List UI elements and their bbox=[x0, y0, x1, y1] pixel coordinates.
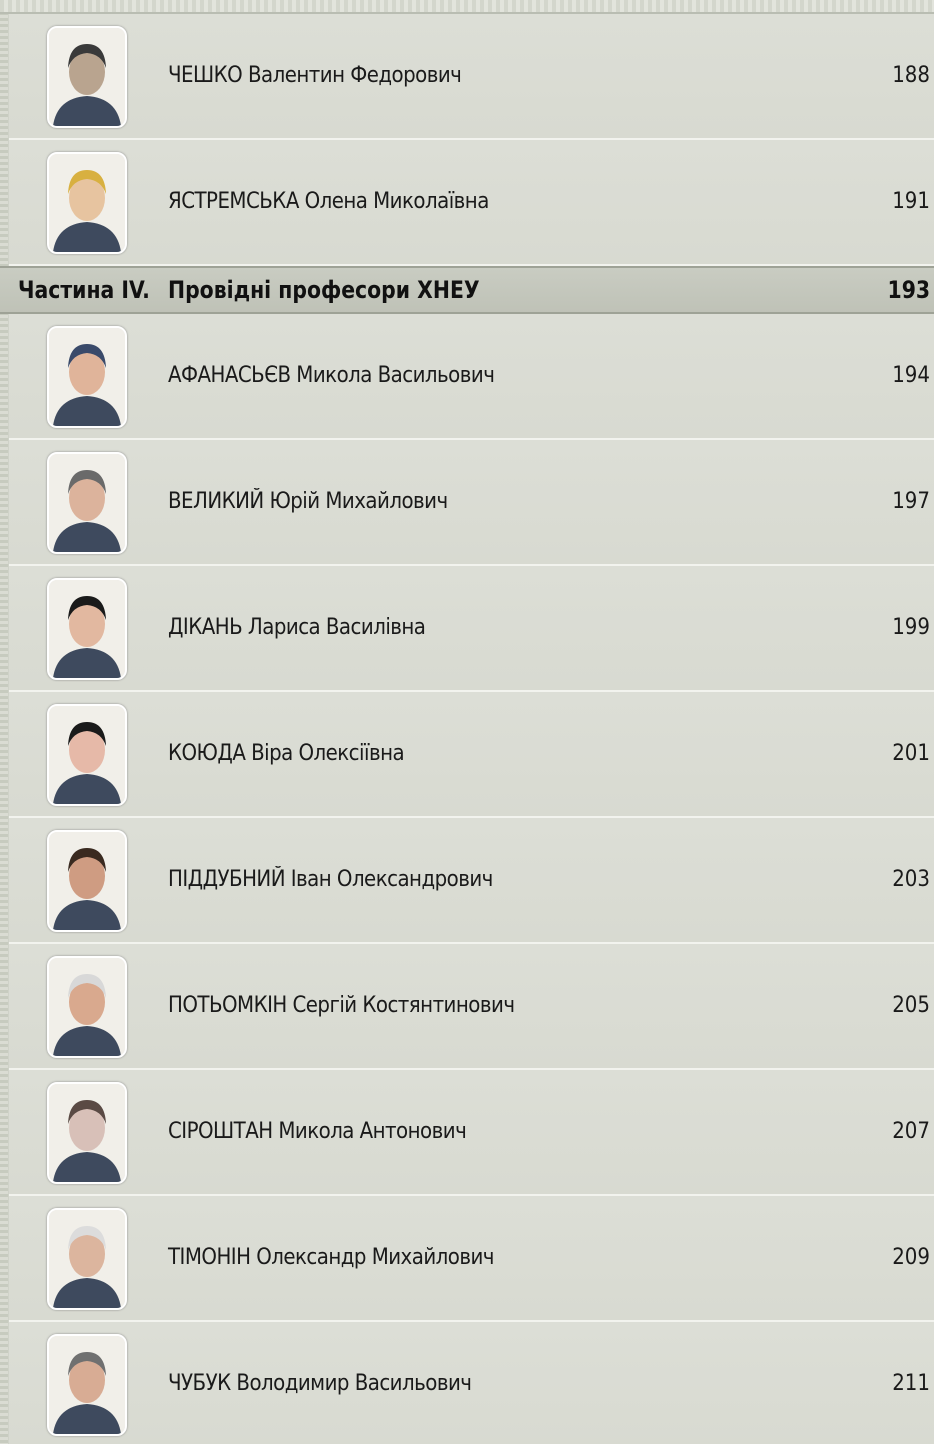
page-number: 197 bbox=[892, 489, 930, 514]
toc-row: ПІДДУБНИЙ Іван Олександрович 203 bbox=[9, 818, 934, 944]
photo-frame bbox=[47, 1082, 127, 1184]
person-name: СІРОШТАН Микола Антонович bbox=[168, 1119, 467, 1144]
person-name: ЧЕШКО Валентин Федорович bbox=[168, 63, 462, 88]
person-name: ТІМОНІН Олександр Михайлович bbox=[168, 1245, 495, 1270]
page-number: 199 bbox=[892, 615, 930, 640]
photo-frame bbox=[47, 326, 127, 428]
section-header: Частина IV. Провідні професори ХНЕУ 193 bbox=[0, 266, 934, 314]
toc-row: КОЮДА Віра Олексіївна 201 bbox=[9, 692, 934, 818]
portrait bbox=[49, 832, 125, 930]
page-number: 188 bbox=[892, 63, 930, 88]
portrait bbox=[49, 454, 125, 552]
section-label: Частина IV. bbox=[18, 276, 150, 304]
left-stripe bbox=[0, 0, 8, 1444]
person-name: АФАНАСЬЄВ Микола Васильович bbox=[168, 363, 495, 388]
portrait bbox=[49, 1336, 125, 1434]
person-name: ПІДДУБНИЙ Іван Олександрович bbox=[168, 867, 493, 892]
person-name: ЯСТРЕМСЬКА Олена Миколаївна bbox=[168, 189, 489, 214]
section-page: 193 bbox=[887, 276, 930, 304]
toc-row: ЯСТРЕМСЬКА Олена Миколаївна 191 bbox=[9, 140, 934, 266]
toc-row: ПОТЬОМКІН Сергій Костянтинович 205 bbox=[9, 944, 934, 1070]
portrait bbox=[49, 28, 125, 126]
portrait bbox=[49, 154, 125, 252]
page-number: 209 bbox=[892, 1245, 930, 1270]
toc-row: АФАНАСЬЄВ Микола Васильович 194 bbox=[9, 314, 934, 440]
person-name: ВЕЛИКИЙ Юрій Михайлович bbox=[168, 489, 448, 514]
photo-frame bbox=[47, 578, 127, 680]
portrait bbox=[49, 580, 125, 678]
section-title: Провідні професори ХНЕУ bbox=[168, 276, 480, 304]
person-name: ДІКАНЬ Лариса Василівна bbox=[168, 615, 426, 640]
toc-list: ЧЕШКО Валентин Федорович 188 ЯСТРЕМСЬКА Ол… bbox=[0, 14, 934, 1444]
page-number: 207 bbox=[892, 1119, 930, 1144]
portrait bbox=[49, 706, 125, 804]
portrait bbox=[49, 958, 125, 1056]
photo-frame bbox=[47, 152, 127, 254]
photo-frame bbox=[47, 956, 127, 1058]
photo-frame bbox=[47, 1334, 127, 1436]
person-name: КОЮДА Віра Олексіївна bbox=[168, 741, 405, 766]
page-number: 194 bbox=[892, 363, 930, 388]
person-name: ЧУБУК Володимир Васильович bbox=[168, 1371, 472, 1396]
toc-row: ЧУБУК Володимир Васильович 211 bbox=[9, 1322, 934, 1444]
portrait bbox=[49, 1084, 125, 1182]
page-number: 191 bbox=[892, 189, 930, 214]
photo-frame bbox=[47, 704, 127, 806]
page-number: 203 bbox=[892, 867, 930, 892]
toc-row: ЧЕШКО Валентин Федорович 188 bbox=[9, 14, 934, 140]
photo-frame bbox=[47, 1208, 127, 1310]
portrait bbox=[49, 1210, 125, 1308]
toc-row: ДІКАНЬ Лариса Василівна 199 bbox=[9, 566, 934, 692]
photo-frame bbox=[47, 26, 127, 128]
photo-frame bbox=[47, 830, 127, 932]
person-name: ПОТЬОМКІН Сергій Костянтинович bbox=[168, 993, 515, 1018]
toc-row: ВЕЛИКИЙ Юрій Михайлович 197 bbox=[9, 440, 934, 566]
page-number: 211 bbox=[892, 1371, 930, 1396]
page-number: 201 bbox=[892, 741, 930, 766]
toc-row: СІРОШТАН Микола Антонович 207 bbox=[9, 1070, 934, 1196]
photo-frame bbox=[47, 452, 127, 554]
portrait bbox=[49, 328, 125, 426]
page-number: 205 bbox=[892, 993, 930, 1018]
toc-row: ТІМОНІН Олександр Михайлович 209 bbox=[9, 1196, 934, 1322]
top-band bbox=[0, 0, 934, 14]
